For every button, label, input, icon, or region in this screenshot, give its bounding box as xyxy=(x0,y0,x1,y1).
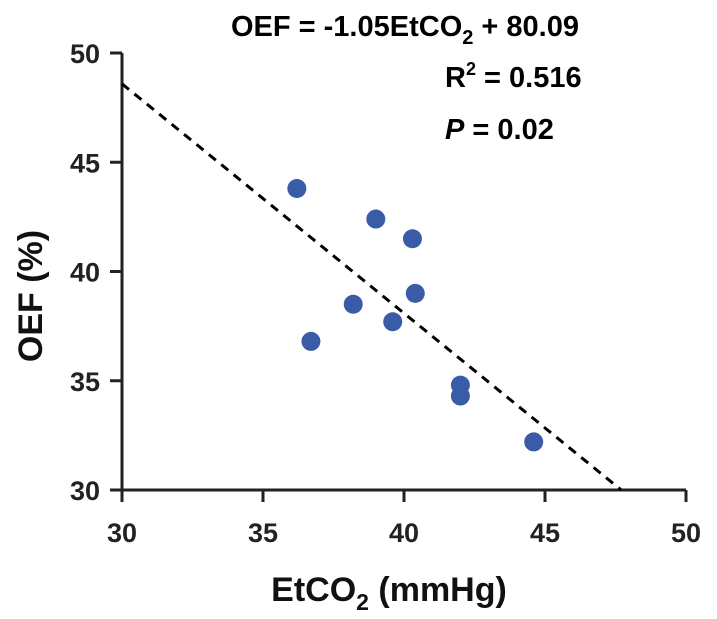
x-axis-title: EtCO2 (mmHg) xyxy=(271,571,507,615)
y-tick-label: 40 xyxy=(70,258,100,288)
x-tick-label: 45 xyxy=(530,518,560,548)
data-point xyxy=(383,312,403,332)
fit-line-group xyxy=(121,82,623,492)
data-point xyxy=(343,294,363,314)
y-tick-label: 35 xyxy=(70,367,100,397)
tick-marks xyxy=(110,51,688,502)
equation-annotation: OEF = -1.05EtCO2 + 80.09 xyxy=(231,11,579,49)
r-squared-annotation: R2 = 0.516 xyxy=(445,59,582,94)
tick-labels: 30 35 40 45 50 30 35 40 45 50 xyxy=(70,39,701,548)
data-point xyxy=(524,432,544,452)
data-point xyxy=(450,386,470,406)
data-point xyxy=(402,229,422,249)
data-point xyxy=(287,178,307,198)
x-tick-label: 30 xyxy=(107,518,137,548)
fit-line xyxy=(121,82,623,492)
y-axis-title: OEF (%) xyxy=(12,230,50,362)
y-tick-label: 50 xyxy=(70,39,100,69)
data-point xyxy=(366,209,386,229)
y-tick-label: 45 xyxy=(70,148,100,178)
x-tick-label: 35 xyxy=(248,518,278,548)
data-point xyxy=(301,331,321,351)
axes xyxy=(120,53,686,492)
x-tick-label: 50 xyxy=(671,518,701,548)
x-tick-label: 40 xyxy=(389,518,419,548)
p-value-annotation: P = 0.02 xyxy=(445,114,554,146)
data-points xyxy=(287,178,544,452)
data-point xyxy=(405,283,425,303)
y-tick-label: 30 xyxy=(70,476,100,506)
